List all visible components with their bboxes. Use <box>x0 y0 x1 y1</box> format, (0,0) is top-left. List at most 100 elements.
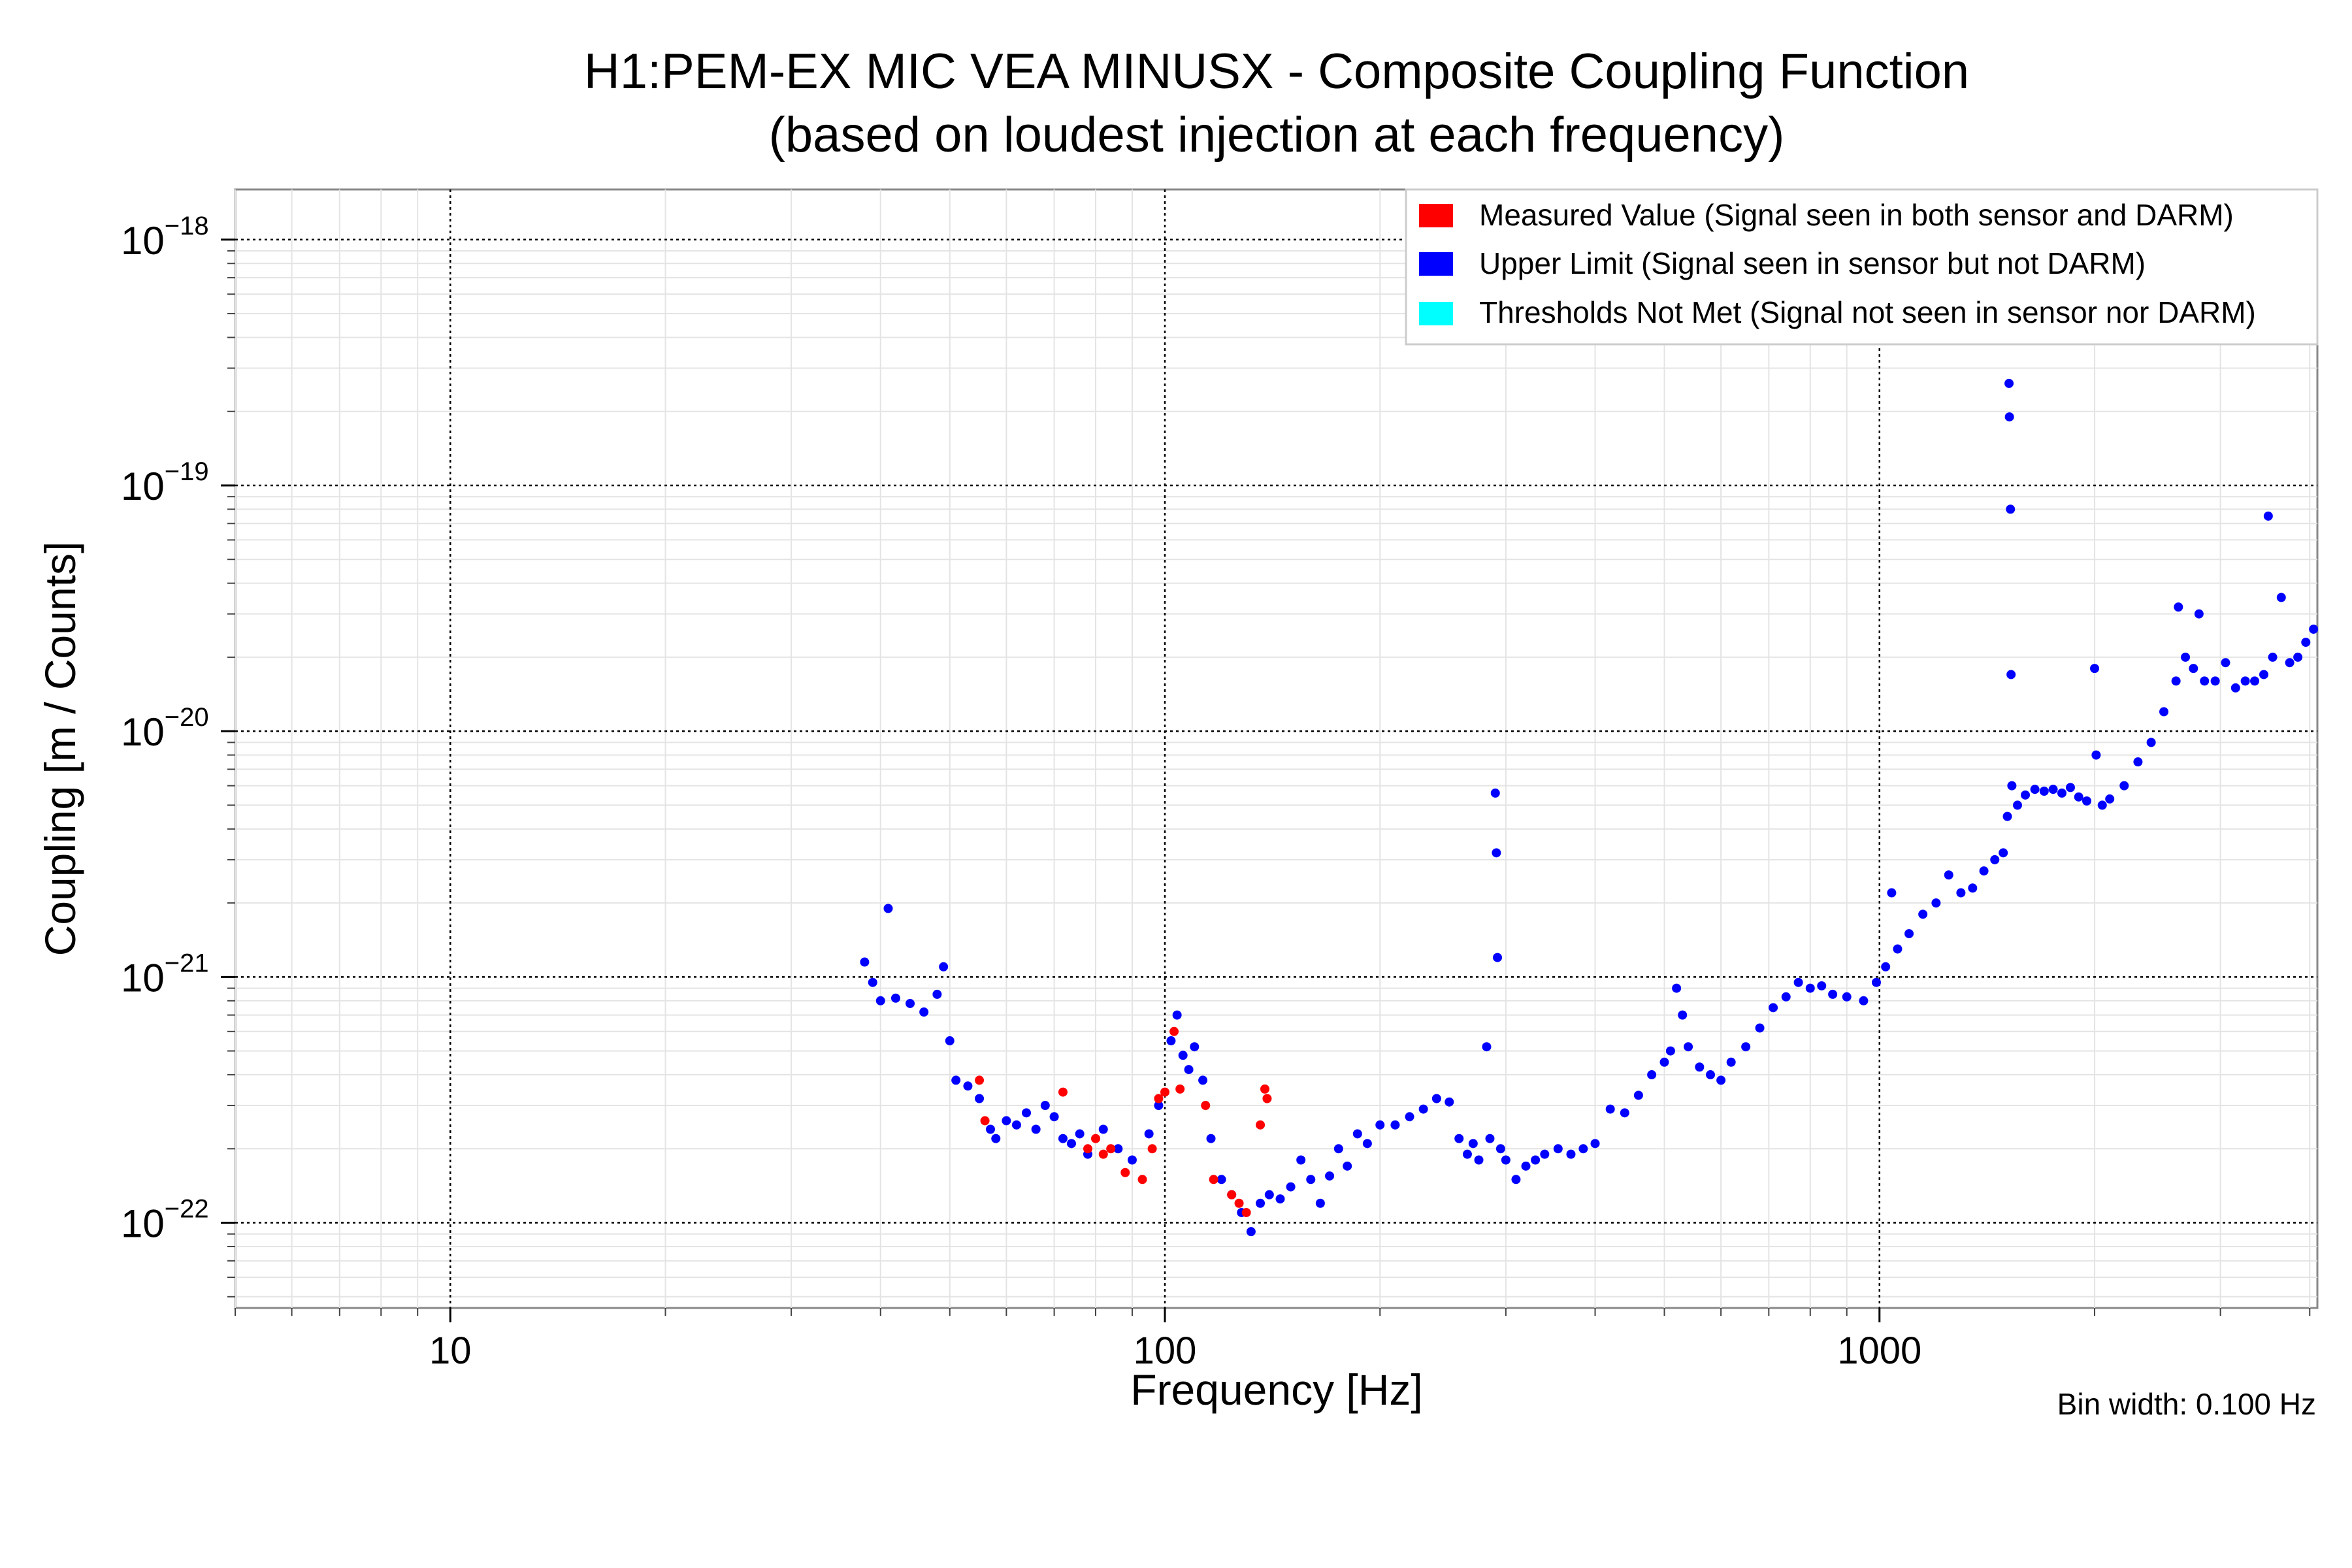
data-point <box>1040 1101 1050 1111</box>
data-point <box>2133 757 2143 767</box>
data-point <box>2004 378 2014 388</box>
data-point <box>2039 787 2049 796</box>
data-point <box>1083 1144 1092 1154</box>
data-point <box>1620 1108 1629 1118</box>
data-point <box>1726 1057 1736 1067</box>
data-point <box>1098 1124 1108 1134</box>
data-point <box>1172 1010 1182 1020</box>
data-point <box>883 904 893 913</box>
data-point <box>2065 783 2075 792</box>
data-point <box>2012 800 2022 810</box>
data-point <box>1793 977 1803 987</box>
data-point <box>980 1116 990 1126</box>
data-point <box>1805 983 1815 993</box>
data-point <box>1511 1175 1521 1184</box>
data-point <box>1166 1036 1176 1046</box>
minor-grid <box>235 189 2317 1308</box>
data-series <box>860 309 2319 1237</box>
data-point <box>1468 1139 1478 1149</box>
data-point <box>890 993 900 1003</box>
data-point <box>1306 1175 1316 1184</box>
data-point <box>1315 1198 1325 1208</box>
data-point <box>1375 1120 1385 1130</box>
legend: Measured Value (Signal seen in both sens… <box>1405 188 2319 346</box>
data-point <box>2119 781 2129 791</box>
data-point <box>1482 1042 1492 1052</box>
legend-label-thresholds: Thresholds Not Met (Signal not seen in s… <box>1479 295 2256 329</box>
data-point <box>1828 989 1838 999</box>
data-point <box>1241 1207 1251 1217</box>
data-point <box>1022 1108 1032 1118</box>
data-point <box>1431 1094 1441 1103</box>
data-point <box>975 1075 985 1085</box>
bin-width-annotation: Bin width: 0.100 Hz <box>2057 1387 2316 1421</box>
data-point <box>1755 1023 1765 1033</box>
data-point <box>2276 593 2286 602</box>
data-point <box>2171 676 2181 686</box>
data-point <box>1741 1042 1751 1052</box>
data-point <box>1352 1129 1362 1139</box>
data-point <box>875 996 885 1005</box>
data-point <box>1418 1104 1428 1114</box>
data-point <box>2105 794 2115 804</box>
data-point <box>1127 1155 1137 1165</box>
data-point <box>1501 1155 1511 1165</box>
data-point <box>1540 1149 1550 1159</box>
data-point <box>1817 981 1827 990</box>
data-point <box>2082 796 2091 806</box>
data-point <box>2259 670 2269 679</box>
data-point <box>1120 1168 1130 1177</box>
data-point <box>1445 1097 1454 1107</box>
data-point <box>2090 664 2100 674</box>
data-point <box>2221 658 2230 668</box>
data-point <box>1605 1104 1615 1114</box>
data-point <box>1234 1198 1244 1208</box>
data-point <box>1842 992 1852 1002</box>
data-point <box>1979 866 1989 876</box>
data-point <box>1262 1094 1272 1103</box>
data-point <box>1002 1116 1011 1126</box>
data-point <box>1647 1070 1657 1080</box>
data-point <box>1881 962 1891 972</box>
data-point <box>1154 1094 1164 1103</box>
x-tick-label: 10 <box>429 1330 472 1372</box>
data-point <box>2091 750 2101 760</box>
data-point <box>1390 1120 1400 1130</box>
data-point <box>2146 738 2156 747</box>
data-point <box>1106 1144 1116 1154</box>
data-point <box>1493 953 1503 962</box>
data-point <box>2250 676 2260 686</box>
data-point <box>1684 1042 1693 1052</box>
data-point <box>1227 1190 1237 1200</box>
data-point <box>1490 788 1500 798</box>
data-point <box>1246 1227 1256 1237</box>
data-point <box>1184 1065 1194 1075</box>
data-point <box>2200 676 2210 686</box>
data-point <box>2189 664 2198 674</box>
data-point <box>1405 1112 1414 1122</box>
data-point <box>2174 602 2183 612</box>
data-point <box>1781 992 1791 1002</box>
data-point <box>1531 1155 1541 1165</box>
data-point <box>2057 788 2066 798</box>
data-point <box>1256 1198 1266 1208</box>
data-point <box>1031 1124 1041 1134</box>
data-point <box>1296 1155 1306 1165</box>
data-point <box>1474 1155 1484 1165</box>
data-point <box>1175 1084 1185 1094</box>
data-point <box>991 1134 1001 1143</box>
data-point <box>1325 1171 1335 1181</box>
data-point <box>1968 883 1978 893</box>
data-point <box>1944 870 1953 880</box>
data-point <box>2159 707 2169 717</box>
data-point <box>2293 652 2303 662</box>
data-point <box>1566 1149 1576 1159</box>
data-point <box>860 957 870 967</box>
data-point <box>1217 1175 1226 1184</box>
data-point <box>1956 888 1966 898</box>
data-point <box>2048 785 2058 794</box>
data-point <box>1931 898 1941 908</box>
data-point <box>1521 1161 1531 1171</box>
data-point <box>1678 1010 1688 1020</box>
